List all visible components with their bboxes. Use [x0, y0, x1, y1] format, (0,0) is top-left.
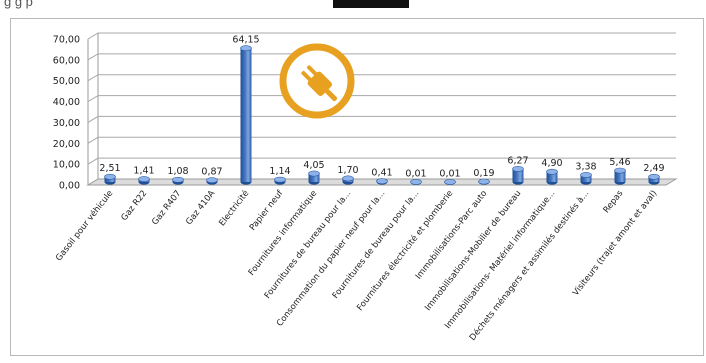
- gridline: [87, 136, 676, 144]
- bar: [206, 177, 218, 185]
- y-tick-label: 20,00: [53, 139, 80, 150]
- plug-shape: [301, 65, 338, 102]
- y-tick-label: 60,00: [53, 55, 80, 66]
- bar-top: [512, 166, 524, 172]
- data-label: 0,01: [439, 168, 460, 179]
- bar-top: [410, 179, 422, 185]
- data-label: 5,46: [609, 157, 630, 168]
- x-tick-label: Gasoil pour véhicule: [53, 188, 115, 263]
- bar: [614, 167, 626, 185]
- bar-chart: 0,0010,0020,0030,0040,0050,0060,0070,00 …: [53, 32, 678, 343]
- x-tick-label: Gaz R407: [150, 189, 183, 228]
- data-label: 2,51: [99, 163, 120, 174]
- data-label: 6,27: [507, 155, 528, 166]
- plug-prong-right: [306, 65, 318, 76]
- caption-text: g g p: [4, 0, 33, 9]
- bar: [274, 176, 286, 185]
- y-tick-label: 30,00: [53, 118, 80, 129]
- data-labels: 2,51 1,41 1,08 0,87 64,15 1,14 4,05 1,70 0,41 0,0…: [99, 35, 664, 180]
- bar: [342, 175, 354, 185]
- bar-top: [206, 177, 218, 184]
- bar-top: [138, 176, 150, 182]
- gridline: [87, 53, 676, 61]
- x-tick-label: Gaz R22: [120, 189, 150, 223]
- y-tick-label: 70,00: [53, 35, 80, 46]
- y-tick-label: 40,00: [53, 97, 80, 108]
- x-tick-label: Gaz 410A: [184, 189, 217, 228]
- bar: [308, 170, 320, 185]
- bar-top: [614, 167, 626, 174]
- bar-top: [342, 175, 354, 182]
- gridline: [87, 157, 676, 165]
- bar-body: [580, 174, 592, 182]
- y-tick-label: 50,00: [53, 76, 80, 87]
- bar-top: [308, 170, 320, 177]
- bar: [172, 176, 184, 185]
- bar-top: [478, 178, 490, 185]
- plug-body: [307, 71, 333, 97]
- data-label: 4,05: [303, 160, 324, 171]
- data-label: 2,49: [643, 163, 664, 174]
- x-tick-label: Papier neuf: [248, 188, 286, 233]
- bar-top: [172, 176, 184, 183]
- grid-layer: [86, 32, 678, 186]
- gridline: [87, 74, 676, 82]
- data-label: 3,38: [575, 161, 596, 172]
- bar: [138, 176, 150, 185]
- bar: [580, 172, 592, 185]
- chart-container: 0,00 10,00 20,00 30,00 40,00 50,00 60,00 70,00 …: [10, 18, 704, 356]
- gridline: [87, 115, 676, 123]
- x-tick-label: Electricité: [217, 188, 252, 228]
- data-label: 64,15: [232, 35, 259, 46]
- bar-top: [648, 173, 660, 180]
- bar: [240, 45, 252, 185]
- plug-prong-left: [301, 70, 312, 82]
- bar-body: [240, 48, 252, 182]
- bar-top: [580, 172, 592, 178]
- bar: [410, 179, 422, 185]
- y-tick-label: 10,00: [53, 160, 80, 171]
- bar: [546, 168, 558, 185]
- gridline: [87, 95, 676, 103]
- data-label: 0,19: [473, 168, 494, 179]
- bar-body: [308, 173, 320, 182]
- data-label: 4,90: [541, 158, 562, 169]
- plug-cable: [325, 89, 338, 102]
- bar: [478, 178, 490, 185]
- x-tick-label: Repas: [602, 188, 626, 215]
- bar: [444, 179, 456, 185]
- electric-plug-icon: [279, 43, 355, 119]
- data-label: 1,41: [133, 165, 154, 176]
- bar-body: [512, 168, 524, 182]
- bar-top: [376, 178, 388, 185]
- data-label: 0,01: [405, 168, 426, 179]
- bar-top: [546, 168, 558, 175]
- y-axis-ticks: 0,00 10,00 20,00 30,00 40,00 50,00 60,00 70,00: [53, 35, 80, 192]
- caption-fragment: g g p: [0, 0, 706, 14]
- data-label: 1,14: [269, 166, 290, 177]
- gridline: [87, 32, 676, 40]
- bar: [648, 173, 660, 185]
- data-label: 1,70: [337, 165, 358, 176]
- x-tick-label: Déchets ménagers et assimilés destinés à…: [467, 188, 591, 343]
- bar: [512, 166, 524, 185]
- redaction-bar: [333, 0, 409, 8]
- data-label: 1,08: [167, 166, 188, 177]
- bar-top: [274, 176, 286, 183]
- x-axis-ticks: Gasoil pour véhicule Gaz R22 Gaz R407 Gaz 4…: [53, 188, 659, 343]
- bar-top: [240, 45, 252, 52]
- data-label: 0,87: [201, 167, 222, 178]
- bar-top: [444, 179, 456, 185]
- bar-top: [104, 173, 116, 180]
- bar-body: [614, 170, 626, 182]
- y-tick-label: 0,00: [59, 181, 80, 192]
- x-tick-label: Fournitures informatique: [247, 189, 320, 278]
- bar-body: [546, 171, 558, 182]
- bar: [104, 173, 116, 185]
- data-label: 0,41: [371, 168, 392, 179]
- bars: [104, 45, 660, 185]
- bar: [376, 178, 388, 185]
